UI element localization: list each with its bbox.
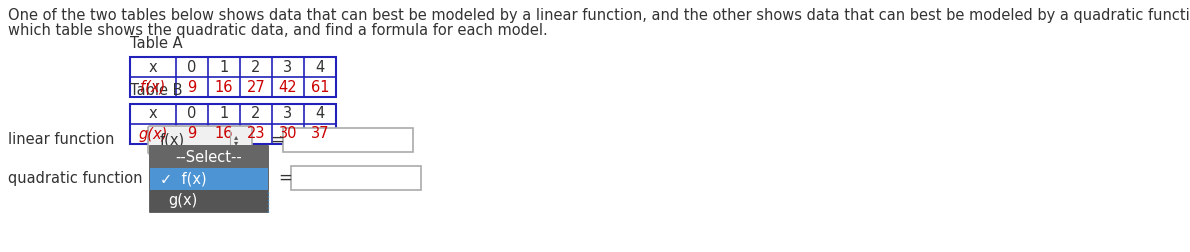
Text: 4: 4 — [315, 59, 325, 75]
Text: 1: 1 — [219, 107, 228, 121]
Text: 37: 37 — [311, 127, 330, 142]
Text: 4: 4 — [315, 107, 325, 121]
Text: Table A: Table A — [130, 36, 182, 51]
Text: 9: 9 — [187, 79, 196, 94]
Text: quadratic function: quadratic function — [8, 171, 143, 185]
Text: 61: 61 — [311, 79, 330, 94]
Text: 16: 16 — [214, 127, 233, 142]
Text: One of the two tables below shows data that can best be modeled by a linear func: One of the two tables below shows data t… — [8, 8, 1190, 23]
Text: x: x — [149, 59, 157, 75]
Text: =: = — [270, 131, 284, 149]
Text: =: = — [278, 169, 292, 187]
Text: 42: 42 — [278, 79, 298, 94]
Text: ▾: ▾ — [234, 139, 238, 147]
Text: 2: 2 — [251, 107, 261, 121]
Text: g(x): g(x) — [168, 194, 198, 208]
Text: --Select--: --Select-- — [176, 149, 243, 165]
Text: 2: 2 — [251, 59, 261, 75]
FancyBboxPatch shape — [148, 126, 252, 154]
Text: which table shows the quadratic data, and find a formula for each model.: which table shows the quadratic data, an… — [8, 23, 547, 38]
Bar — [150, 168, 268, 190]
Bar — [283, 128, 413, 152]
Text: 9: 9 — [187, 127, 196, 142]
Text: 16: 16 — [214, 79, 233, 94]
Text: 1: 1 — [219, 59, 228, 75]
Bar — [150, 146, 268, 168]
Text: 23: 23 — [246, 127, 265, 142]
Bar — [150, 190, 268, 212]
Text: 3: 3 — [283, 107, 293, 121]
Text: 30: 30 — [278, 127, 298, 142]
FancyBboxPatch shape — [149, 145, 269, 213]
Text: x: x — [149, 107, 157, 121]
Text: f(x): f(x) — [159, 133, 186, 147]
Text: Table B: Table B — [130, 83, 182, 98]
Bar — [292, 166, 421, 190]
Text: linear function: linear function — [8, 133, 114, 147]
Bar — [130, 57, 336, 97]
Text: 27: 27 — [246, 79, 265, 94]
Text: 0: 0 — [187, 59, 196, 75]
Text: ▴: ▴ — [234, 133, 238, 142]
Text: g(x): g(x) — [138, 127, 168, 142]
Text: f(x): f(x) — [140, 79, 165, 94]
Bar — [130, 104, 336, 144]
Text: 0: 0 — [187, 107, 196, 121]
Text: ✓  f(x): ✓ f(x) — [159, 172, 207, 186]
Text: 3: 3 — [283, 59, 293, 75]
